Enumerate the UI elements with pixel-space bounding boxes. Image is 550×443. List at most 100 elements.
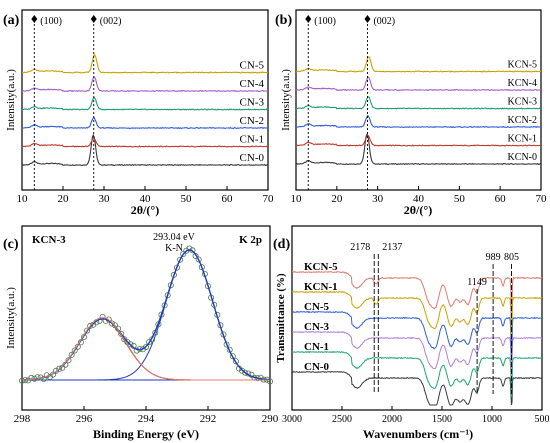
a-xtick-label: 30 [99,193,111,205]
a-series-cn-4 [21,75,269,93]
a-series-cn-2 [21,117,268,130]
c-data-point [59,364,66,371]
panel-d-label: (d) [273,237,290,252]
c-data-point [142,343,149,350]
a-peak-marker-label: (100) [40,16,62,27]
c-data-point [87,322,94,329]
c-data-point [18,377,25,384]
a-xtick-label: 60 [222,193,234,205]
c-data-point [84,327,91,334]
panel-d-ylabel: Transmittance (%) [275,273,287,363]
c-fit-red-overlay [22,317,270,381]
c-data-point [229,353,236,360]
a-label-cn-4: CN-4 [240,78,265,90]
b-series-kcn-3 [295,96,542,110]
b-label-kcn-2: KCN-2 [508,115,537,126]
b-peak-marker-diamond [364,15,371,23]
b-label-kcn-4: KCN-4 [508,78,537,89]
a-label-cn-3: CN-3 [240,97,265,109]
c-data-point [223,341,230,348]
panel-a-ylabel: Intensity(a.u.) [5,69,17,131]
d-xtick-label: 1000 [482,414,502,425]
a-xtick-label: 50 [181,193,193,205]
c-data-point [112,322,119,329]
a-series-cn-0 [21,133,269,167]
c-data-point [186,245,193,252]
panel-c-xlabel: Binding Energy (eV) [93,427,199,441]
panel-d: (d) Transmittance (%) Wavenumbers (cm⁻¹)… [273,225,550,441]
a-peak-marker-diamond [31,15,38,23]
c-xtick-label: 292 [200,413,217,425]
panel-d-x-axis: 3000 2500 2000 1500 1000 500 [282,406,550,425]
b-series-kcn-4 [295,76,542,92]
a-label-cn-1: CN-1 [240,134,264,146]
d-label-kcn-1: KCN-1 [304,281,338,293]
panel-b: (b) Intensity(a.u.) 2θ/(°) 10 20 30 40 50 60 7… [275,9,547,217]
c-data-point [239,367,246,374]
d-series-cn-1 [291,350,543,397]
a-label-cn-2: CN-2 [240,115,264,127]
d-label-kcn-5: KCN-5 [304,261,338,273]
b-xtick-label: 10 [291,193,303,205]
panel-c-region: K 2p [239,234,262,246]
b-xtick-label: 20 [331,193,343,205]
panel-b-label: (b) [275,13,292,28]
panel-a-series-labels: CN-0 CN-1 CN-2 CN-3 CN-4 CN-5 [240,60,265,165]
panel-c-frame [21,225,271,411]
c-data-point [242,369,249,376]
b-peak-marker-diamond [305,15,312,23]
panel-a-x-axis: 10 20 30 40 50 60 70 [17,186,274,205]
a-series-cn-1 [21,138,269,148]
d-series-cn-3 [292,330,543,377]
panel-b-x-axis: 10 20 30 40 50 60 70 [291,186,547,205]
c-data-point [118,330,125,337]
panel-c-annotation-energy: 293.04 eV [153,232,195,243]
b-label-kcn-1: KCN-1 [508,134,537,145]
c-data-point [180,250,187,257]
panel-c-label: (c) [3,237,19,252]
panel-d-plot [291,270,543,406]
panel-a: (a) Intensity(a.u.) 2θ/(°) 10 20 30 40 50 60 7… [3,9,274,217]
c-data-point [198,264,205,271]
a-label-cn-0: CN-0 [240,152,265,164]
panel-a-xlabel: 2θ/(°) [131,203,159,217]
c-xtick-label: 298 [14,413,31,425]
panel-c-ylabel: Intensity(a.u.) [5,287,17,349]
c-component-peak-1 [22,249,271,381]
panel-d-xlabel: Wavenumbers (cm⁻¹) [363,427,473,441]
d-label-cn-0: CN-0 [304,361,330,373]
a-series-cn-3 [21,96,269,111]
d-band-marker-label: 2178 [350,242,370,253]
a-peak-marker-diamond [90,15,97,23]
d-series-cn-0 [291,370,543,406]
c-envelope-fit [22,249,271,381]
b-xtick-label: 60 [495,193,507,205]
c-data-point [53,367,60,374]
d-xtick-label: 2000 [382,414,402,425]
b-label-kcn-3: KCN-3 [508,97,537,108]
b-xtick-label: 30 [372,193,384,205]
panel-a-peak-markers: (100) (002) [31,15,121,190]
c-xtick-label: 296 [76,413,93,425]
panel-c-sample: KCN-3 [32,234,66,246]
c-data-point [127,341,134,348]
panel-c-plot [18,245,273,385]
c-data-point [71,347,78,354]
d-band-marker-label: 805 [504,252,519,263]
c-xtick-label: 294 [138,413,155,425]
a-label-cn-5: CN-5 [240,60,265,72]
b-series-kcn-2 [295,114,541,129]
panel-a-frame [21,9,269,191]
b-peak-marker-label: (100) [314,16,336,27]
d-label-cn-1: CN-1 [304,341,329,353]
b-series-kcn-1 [295,134,542,147]
a-peak-marker-label: (002) [100,16,122,27]
c-data-point [266,378,273,385]
a-xtick-label: 40 [140,193,152,205]
d-band-marker-label: 2137 [382,242,402,253]
b-series-kcn-0 [295,132,542,166]
c-data-point [65,357,72,364]
panel-b-plot [295,56,542,166]
d-xtick-label: 500 [535,414,550,425]
